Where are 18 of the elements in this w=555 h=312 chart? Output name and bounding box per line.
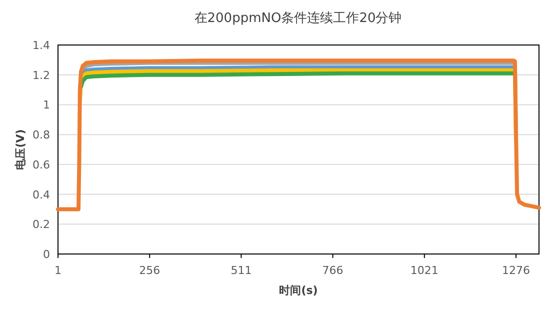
y-tick-label: 0.4 [32,188,50,202]
y-tick-label: 1.4 [32,39,50,52]
x-tick-label: 766 [322,264,344,277]
x-axis-title: 时间(s) [279,284,318,297]
x-tick-label: 256 [139,264,160,277]
x-tick-label: 511 [230,264,252,277]
y-tick-label: 0.2 [32,218,50,232]
y-tick-label: 1.2 [32,68,50,82]
y-axis-title: 电压(V) [14,129,27,170]
y-tick-label: 0.6 [32,158,50,172]
chart-title: 在200ppmNO条件连续工作20分钟 [194,11,402,26]
y-tick-label: 1 [43,98,50,112]
line-series [56,58,541,212]
y-tick-label: 0.8 [32,128,50,142]
x-tick-label: 1021 [410,264,438,277]
y-tick-label: 0 [43,248,50,261]
x-tick-label: 1 [54,264,62,277]
x-tick-label: 1276 [502,264,530,277]
